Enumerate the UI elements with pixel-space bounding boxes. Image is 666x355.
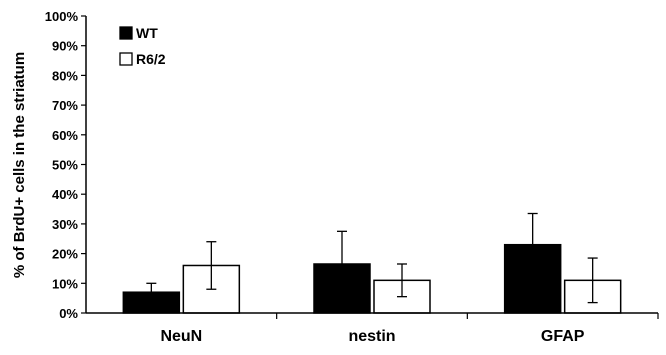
y-tick-label: 50% [52, 158, 78, 173]
y-tick-label: 30% [52, 217, 78, 232]
legend-swatch [119, 52, 133, 66]
legend-label: R6/2 [136, 51, 166, 67]
error-bar [397, 263, 407, 298]
error-bar [146, 282, 157, 302]
y-tick-label: 90% [52, 39, 78, 54]
error-bar [527, 212, 538, 277]
y-tick-label: 40% [52, 187, 78, 202]
y-tick-label: 0% [59, 306, 78, 321]
y-tick-label: 70% [52, 98, 78, 113]
error-bar [587, 257, 598, 304]
y-tick-label: 10% [52, 276, 78, 291]
y-tick-label: 100% [45, 9, 79, 24]
bars [122, 243, 622, 314]
x-category-label: NeuN [160, 328, 202, 345]
legend: WT R6/2 [119, 25, 166, 67]
y-tick-label: 60% [52, 128, 78, 143]
x-axis-categories: NeuN nestin GFAP [160, 313, 659, 345]
legend-swatch [119, 26, 133, 40]
error-bar [206, 241, 217, 290]
y-axis-label: % of BrdU+ cells in the striatum [11, 52, 28, 278]
legend-label: WT [136, 25, 158, 41]
x-category-label: nestin [348, 328, 395, 345]
y-tick-label: 20% [52, 247, 78, 262]
y-axis-ticks: 0% 10% 20% 30% 40% 50% 60% 70% 80% 90% 100% [45, 9, 86, 321]
error-bar [337, 230, 347, 298]
y-tick-label: 80% [52, 68, 78, 83]
error-bars [146, 212, 598, 304]
x-category-label: GFAP [541, 328, 585, 345]
